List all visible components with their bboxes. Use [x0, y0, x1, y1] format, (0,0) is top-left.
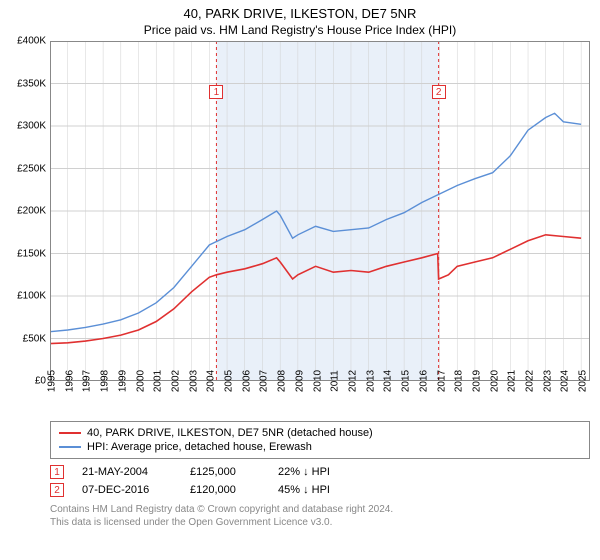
- x-axis-tick-label: 1998: [96, 370, 111, 392]
- legend-swatch: [59, 446, 81, 448]
- x-axis-tick-label: 1995: [43, 370, 58, 392]
- sales-table: 1 21-MAY-2004 £125,000 22% ↓ HPI 2 07-DEC-201…: [50, 463, 590, 499]
- sale-marker: 1: [50, 465, 64, 479]
- sale-pct-vs-hpi: 22% ↓ HPI: [278, 466, 368, 478]
- x-axis-tick-label: 2016: [414, 370, 429, 392]
- x-axis-tick-label: 2015: [397, 370, 412, 392]
- x-axis-tick-label: 1997: [78, 370, 93, 392]
- chart-area: £0£50K£100K£150K£200K£250K£300K£350K£400…: [50, 41, 590, 415]
- x-axis-tick-label: 2000: [131, 370, 146, 392]
- x-axis-tick-label: 2022: [521, 370, 536, 392]
- chart-subtitle: Price paid vs. HM Land Registry's House …: [0, 21, 600, 41]
- x-axis-tick-label: 2024: [556, 370, 571, 392]
- x-axis-tick-label: 2007: [255, 370, 270, 392]
- legend-label: HPI: Average price, detached house, Erew…: [87, 441, 312, 453]
- chart-title: 40, PARK DRIVE, ILKESTON, DE7 5NR: [0, 0, 600, 21]
- sale-marker: 1: [209, 85, 223, 99]
- x-axis-tick-label: 2009: [290, 370, 305, 392]
- line-chart: [50, 41, 590, 381]
- x-axis-tick-label: 2008: [273, 370, 288, 392]
- y-axis-tick-label: £100K: [17, 291, 50, 302]
- y-axis-tick-label: £250K: [17, 163, 50, 174]
- x-axis-tick-label: 2021: [503, 370, 518, 392]
- sale-marker: 2: [432, 85, 446, 99]
- x-axis-tick-label: 2019: [467, 370, 482, 392]
- legend: 40, PARK DRIVE, ILKESTON, DE7 5NR (detac…: [50, 421, 590, 459]
- x-axis-tick-label: 2012: [343, 370, 358, 392]
- y-axis-tick-label: £400K: [17, 36, 50, 47]
- x-axis-tick-label: 1996: [60, 370, 75, 392]
- x-axis-tick-label: 2023: [538, 370, 553, 392]
- x-axis-tick-label: 2006: [237, 370, 252, 392]
- y-axis-tick-label: £200K: [17, 206, 50, 217]
- y-axis-tick-label: £300K: [17, 121, 50, 132]
- x-axis-tick-label: 2025: [574, 370, 589, 392]
- footer-line-2: This data is licensed under the Open Gov…: [50, 516, 590, 529]
- sale-row: 1 21-MAY-2004 £125,000 22% ↓ HPI: [50, 463, 590, 481]
- sale-marker: 2: [50, 483, 64, 497]
- sale-price: £125,000: [190, 466, 260, 478]
- footer-attribution: Contains HM Land Registry data © Crown c…: [50, 503, 590, 529]
- x-axis-tick-label: 2003: [184, 370, 199, 392]
- x-axis-tick-label: 2011: [326, 370, 341, 392]
- sale-pct-vs-hpi: 45% ↓ HPI: [278, 484, 368, 496]
- legend-label: 40, PARK DRIVE, ILKESTON, DE7 5NR (detac…: [87, 427, 373, 439]
- x-axis-tick-label: 2017: [432, 370, 447, 392]
- x-axis-tick-label: 2005: [220, 370, 235, 392]
- sale-price: £120,000: [190, 484, 260, 496]
- y-axis-tick-label: £150K: [17, 248, 50, 259]
- y-axis-tick-label: £350K: [17, 78, 50, 89]
- page-container: 40, PARK DRIVE, ILKESTON, DE7 5NR Price …: [0, 0, 600, 560]
- x-axis-tick-label: 2002: [166, 370, 181, 392]
- x-axis-tick-label: 2001: [149, 370, 164, 392]
- legend-swatch: [59, 432, 81, 434]
- sale-date: 07-DEC-2016: [82, 484, 172, 496]
- y-axis-tick-label: £50K: [23, 333, 50, 344]
- legend-row: 40, PARK DRIVE, ILKESTON, DE7 5NR (detac…: [59, 426, 581, 440]
- sale-date: 21-MAY-2004: [82, 466, 172, 478]
- sale-row: 2 07-DEC-2016 £120,000 45% ↓ HPI: [50, 481, 590, 499]
- x-axis-tick-label: 2020: [485, 370, 500, 392]
- x-axis-tick-label: 2010: [308, 370, 323, 392]
- x-axis-tick-label: 2018: [450, 370, 465, 392]
- footer-line-1: Contains HM Land Registry data © Crown c…: [50, 503, 590, 516]
- x-axis-tick-label: 2014: [379, 370, 394, 392]
- x-axis-tick-label: 2013: [361, 370, 376, 392]
- x-axis-tick-label: 1999: [113, 370, 128, 392]
- legend-row: HPI: Average price, detached house, Erew…: [59, 440, 581, 454]
- x-axis-tick-label: 2004: [202, 370, 217, 392]
